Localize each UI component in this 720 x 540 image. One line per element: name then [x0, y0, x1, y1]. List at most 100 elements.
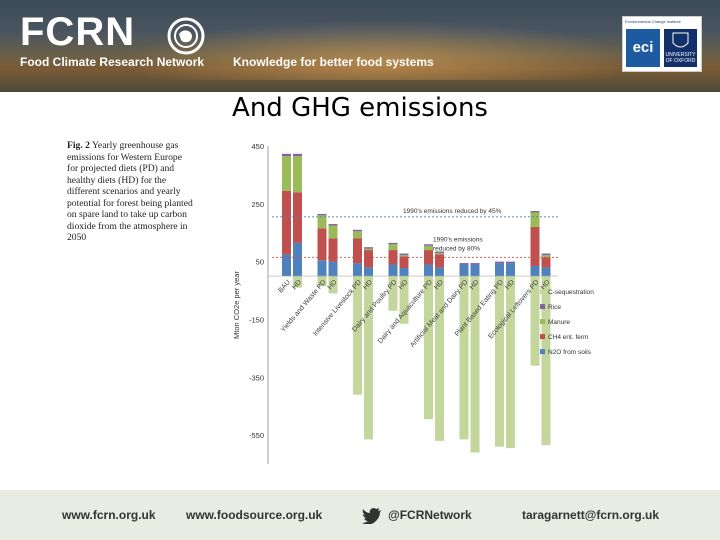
bar-segment — [328, 224, 338, 226]
y-tick-label: 50 — [256, 258, 264, 267]
x-tick-label: HD — [469, 279, 481, 291]
legend-label: N2O from soils — [548, 349, 592, 356]
legend-label: Rice — [548, 304, 561, 311]
x-tick-label: HD — [540, 279, 552, 291]
x-tick-label: HD — [291, 279, 303, 291]
bar-segment — [530, 265, 540, 277]
oxford-label: UNIVERSITY OF OXFORD — [665, 52, 696, 64]
bar-segment — [530, 226, 540, 266]
eci-mark: eci — [626, 29, 660, 67]
bar-segment — [364, 247, 373, 249]
bar-negative-segment — [506, 276, 515, 449]
bar-segment — [364, 267, 373, 277]
bar-segment — [388, 242, 398, 245]
bar-segment — [424, 264, 433, 277]
bar-segment — [364, 248, 373, 251]
caption-text: Yearly greenhouse gas emissions for West… — [67, 140, 193, 243]
bar-segment — [495, 263, 504, 277]
header-banner: FCRN Food Climate Research Network Knowl… — [0, 0, 720, 92]
bar-segment — [399, 267, 409, 277]
legend-label: C-sequestration — [548, 289, 594, 296]
footer-link-fcrn[interactable]: www.fcrn.org.uk — [62, 508, 156, 522]
tagline: Knowledge for better food systems — [233, 55, 434, 69]
legend-swatch — [540, 319, 545, 325]
bar-segment — [506, 263, 515, 277]
twitter-icon — [362, 508, 381, 524]
legend-swatch — [540, 334, 545, 340]
bar-segment — [435, 267, 444, 277]
bar-segment — [435, 254, 444, 268]
emissions-chart: 450 250 50 -150 -350 -550 Mton CO2e per year 19… — [232, 142, 594, 464]
y-tick-label: 450 — [251, 142, 264, 151]
slide-title: And GHG emissions — [232, 93, 488, 123]
oxford-crest: UNIVERSITY OF OXFORD — [664, 29, 697, 67]
footer-email[interactable]: taragarnett@fcrn.org.uk — [522, 508, 660, 522]
bar-segment — [353, 263, 362, 277]
bar-segment — [293, 192, 302, 243]
bar-negative-segment — [530, 276, 540, 366]
y-tick-label: -350 — [249, 373, 264, 382]
bar-negative-segment — [435, 276, 444, 441]
partner-top-label: Environmental Change Institute — [625, 19, 681, 24]
caption-lead: Fig. 2 — [67, 140, 90, 151]
bar-segment — [328, 238, 338, 262]
bar-negative-segment — [388, 276, 398, 311]
legend-swatch — [540, 289, 545, 295]
reference-label-line1: 1990's emissions — [433, 236, 483, 243]
bar-segment — [530, 212, 540, 227]
sunset-glow — [120, 20, 640, 80]
bar-segment — [353, 231, 362, 239]
bar-segment — [459, 264, 469, 277]
bar-negative-segment — [495, 276, 504, 447]
bar-segment — [495, 261, 504, 264]
y-axis-label: Mton CO2e per year — [232, 271, 241, 339]
y-tick-label: -150 — [249, 315, 264, 324]
y-tick-label: 250 — [251, 200, 264, 209]
bar-negative-segment — [353, 276, 362, 395]
bar-segment — [282, 254, 291, 277]
footer-link-foodsource[interactable]: www.foodsource.org.uk — [186, 508, 323, 522]
bar-segment — [353, 229, 362, 232]
footer-twitter-handle[interactable]: @FCRNetwork — [388, 508, 472, 522]
bar-segment — [541, 267, 551, 277]
bar-segment — [293, 242, 302, 277]
bar-negative-segment — [328, 276, 338, 294]
bar-segment — [399, 254, 409, 257]
bar-negative-segment — [424, 276, 433, 420]
globe-icon — [167, 17, 205, 55]
bar-segment — [459, 263, 469, 265]
crest-icon — [672, 32, 689, 48]
bar-segment — [388, 264, 398, 277]
bar-segment — [328, 225, 338, 239]
partner-logo[interactable]: Environmental Change Institute eci UNIVE… — [622, 16, 702, 72]
bar-segment — [293, 156, 302, 193]
bar-negative-segment — [459, 276, 469, 440]
bar-negative-segment — [541, 276, 551, 446]
footer: www.fcrn.org.uk www.foodsource.org.uk @F… — [0, 490, 720, 540]
bar-negative-segment — [399, 276, 409, 324]
bar-segment — [317, 228, 327, 261]
bar-segment — [282, 153, 291, 157]
x-tick-label: HD — [327, 279, 339, 291]
legend-swatch — [540, 304, 545, 310]
bar-segment — [317, 260, 327, 277]
bar-segment — [541, 257, 551, 268]
org-name: Food Climate Research Network — [20, 55, 205, 69]
bar-segment — [282, 156, 291, 191]
bar-segment — [506, 261, 515, 264]
bar-segment — [424, 244, 433, 246]
bar-segment — [328, 261, 338, 277]
bar-negative-segment — [317, 276, 327, 287]
bar-segment — [541, 254, 551, 258]
fcrn-logo[interactable]: FCRN — [20, 10, 136, 54]
bar-segment — [317, 213, 327, 216]
bar-segment — [317, 215, 327, 229]
legend-swatch — [540, 349, 545, 355]
legend-label: Manure — [548, 319, 570, 326]
bar-segment — [424, 245, 433, 251]
legend-label: CH4 ent. ferm — [548, 334, 588, 341]
bar-negative-segment — [293, 276, 302, 288]
bar-segment — [399, 253, 409, 255]
bar-segment — [470, 263, 480, 265]
bar-segment — [353, 238, 362, 264]
